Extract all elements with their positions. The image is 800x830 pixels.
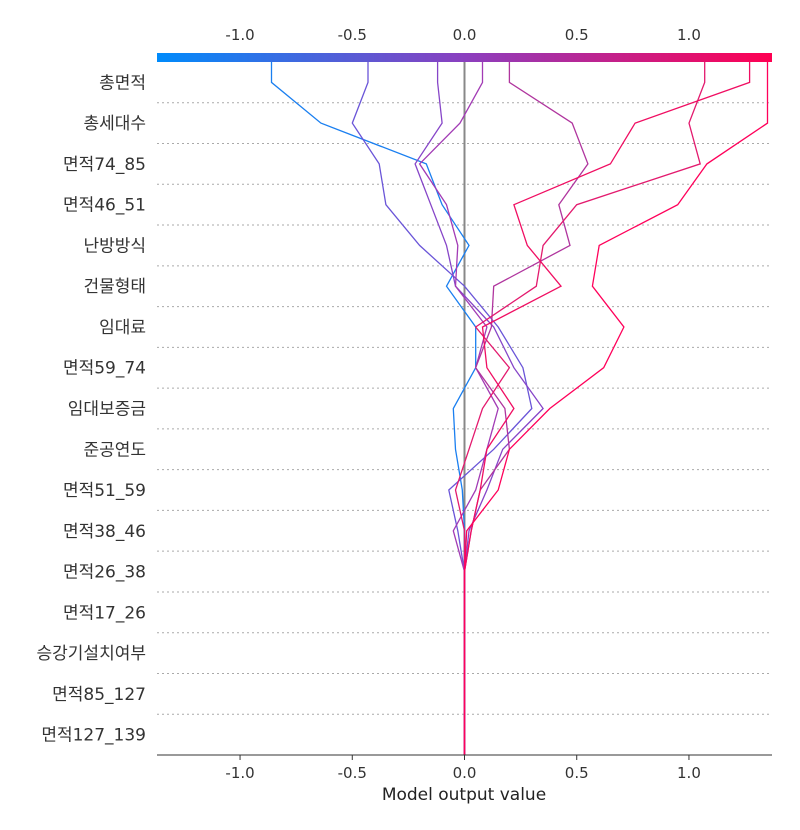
decision-line-sample-3 <box>414 62 544 755</box>
feature-label: 난방방식 <box>83 236 146 256</box>
top-tick-labels: -1.0 -0.5 0.0 0.5 1.0 <box>225 26 700 44</box>
top-tick-label: 1.0 <box>677 26 701 44</box>
feature-label: 면적17_26 <box>63 603 146 623</box>
feature-label: 면적85_127 <box>52 685 146 705</box>
bottom-tick-labels: -1.0 -0.5 0.0 0.5 1.0 <box>225 755 701 782</box>
top-tick-label: 0.0 <box>453 26 477 44</box>
feature-label: 임대보증금 <box>68 400 146 420</box>
bottom-tick-label: 1.0 <box>677 764 701 782</box>
feature-label: 면적127_139 <box>41 726 146 746</box>
decision-line-sample-7 <box>463 62 751 755</box>
feature-label: 면적74_85 <box>63 155 146 175</box>
bottom-tick-label: 0.5 <box>565 764 589 782</box>
top-tick-label: -0.5 <box>338 26 367 44</box>
bottom-tick-label: 0.0 <box>453 764 477 782</box>
x-axis-title: Model output value <box>382 785 546 805</box>
feature-label: 건물형태 <box>83 277 146 297</box>
decision-lines <box>270 62 769 755</box>
top-tick-label: 0.5 <box>565 26 589 44</box>
decision-line-sample-8 <box>463 62 769 755</box>
feature-label: 총세대수 <box>83 114 146 134</box>
feature-label: 면적59_74 <box>63 359 146 379</box>
bottom-tick-label: -1.0 <box>225 764 254 782</box>
feature-label: 임대료 <box>99 318 146 338</box>
top-tick-label: -1.0 <box>225 26 254 44</box>
decision-line-sample-6 <box>454 62 706 755</box>
decision-line-sample-4 <box>418 62 499 755</box>
bottom-tick-label: -0.5 <box>338 764 367 782</box>
feature-label: 승강기설치여부 <box>37 644 146 664</box>
decision-line-sample-1 <box>270 62 477 755</box>
feature-label: 면적26_38 <box>63 563 146 583</box>
feature-label: 총면적 <box>99 73 146 93</box>
feature-label: 면적46_51 <box>63 196 146 216</box>
feature-label: 면적38_46 <box>63 522 146 542</box>
feature-label: 면적51_59 <box>63 481 146 501</box>
colorbar <box>157 53 772 62</box>
feature-label: 준공연도 <box>83 440 146 460</box>
